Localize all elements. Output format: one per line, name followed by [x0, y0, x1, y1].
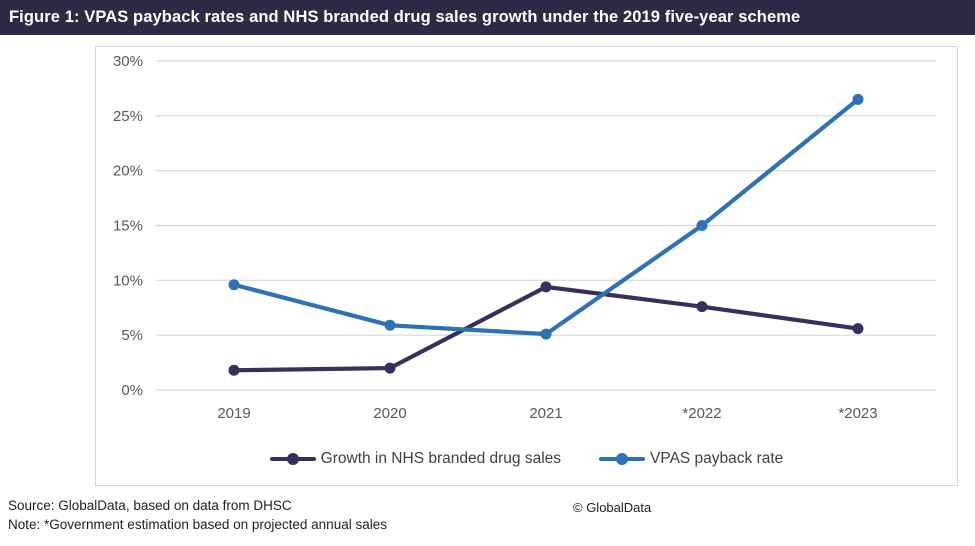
- line-chart: 0% 5% 10% 15% 20% 25% 30% 2019 2020 2021 *2022 *202…: [113, 53, 936, 422]
- legend-dot-icon: [616, 453, 629, 465]
- legend-label-growth: Growth in NHS branded drug sales: [320, 450, 562, 467]
- svg-text:25%: 25%: [113, 108, 143, 125]
- gridlines: [156, 60, 936, 391]
- legend-line-marker: [269, 453, 316, 465]
- legend-label-payback: VPAS payback rate: [650, 450, 784, 467]
- svg-text:15%: 15%: [113, 218, 143, 235]
- figure-title: Figure 1: VPAS payback rates and NHS bra…: [9, 8, 801, 26]
- chart-panel: 0% 5% 10% 15% 20% 25% 30% 2019 2020 2021 *2022 *202…: [95, 46, 958, 486]
- legend-line-marker: [599, 453, 646, 465]
- figure-title-bar: Figure 1: VPAS payback rates and NHS bra…: [0, 0, 975, 35]
- chart-legend: Growth in NHS branded drug sales VPAS pa…: [96, 448, 957, 470]
- footer-source-line: Source: GlobalData, based on data from D…: [8, 498, 292, 513]
- svg-text:2021: 2021: [529, 405, 562, 422]
- svg-text:5%: 5%: [121, 327, 143, 344]
- svg-text:2019: 2019: [217, 405, 250, 422]
- svg-text:20%: 20%: [113, 163, 143, 180]
- legend-item-growth: Growth in NHS branded drug sales: [269, 450, 562, 468]
- series-payback-line: [228, 93, 864, 340]
- x-axis-tick-labels: 2019 2020 2021 *2022 *2023: [217, 405, 877, 422]
- svg-text:10%: 10%: [113, 272, 143, 289]
- y-axis-tick-labels: 0% 5% 10% 15% 20% 25% 30%: [113, 53, 143, 399]
- svg-text:*2022: *2022: [682, 405, 721, 422]
- legend-dot-icon: [286, 453, 299, 465]
- svg-text:30%: 30%: [113, 53, 143, 70]
- series-growth-line: [228, 281, 864, 376]
- legend-item-payback: VPAS payback rate: [599, 450, 783, 468]
- svg-text:*2023: *2023: [838, 405, 877, 422]
- svg-text:2020: 2020: [373, 405, 406, 422]
- svg-text:0%: 0%: [121, 382, 143, 399]
- footer-note-line: Note: *Government estimation based on pr…: [8, 517, 387, 532]
- footer-copyright: © GlobalData: [573, 500, 652, 515]
